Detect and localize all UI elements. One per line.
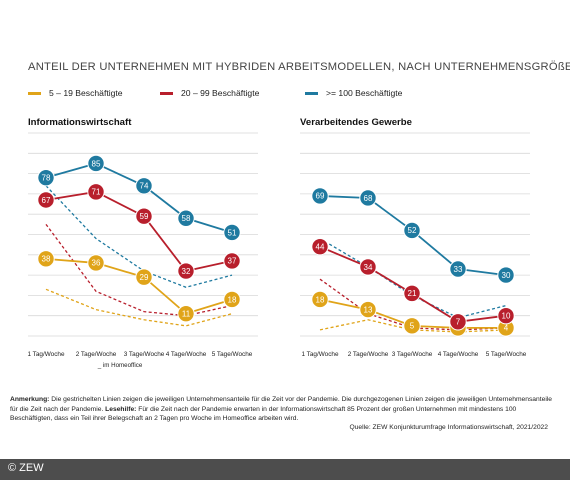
marker-info-100-besch-ftigte-1 [37,168,55,187]
legend-swatch-medium [160,91,173,95]
note-anmerkung-label: Anmerkung: [10,396,50,403]
marker-info-100-besch-ftigte-2 [87,154,105,173]
line-charts: 1 Tag/Woche 2 Tage/Woche 3 Tage/Woche 4 Tag… [27,132,530,369]
marker-verarb-100-besch-ftigte-4 [449,260,467,278]
data-label-info-20-99-besch-ftigte-2: 71 [92,188,101,197]
legend-label-large: >= 100 Beschäftigte [326,88,403,98]
marker-info-100-besch-ftigte-5 [223,223,241,242]
marker-info-5-19-besch-ftigte-4 [177,304,195,323]
marker-info-5-19-besch-ftigte-5 [223,290,241,309]
chart-title: ANTEIL DER UNTERNEHMEN MIT HYBRIDEN ARBE… [28,61,570,73]
legend-item-large: >= 100 Beschäftigte [305,88,402,98]
legend: 5 – 19 Beschäftigte 20 – 99 Beschäftigte… [0,88,570,104]
annotation-note: Anmerkung: Die gestrichelten Linien zeig… [10,395,558,424]
data-label-verarb-100-besch-ftigte-2: 68 [364,194,373,203]
source-note: Quelle: ZEW Konjunkturumfrage Informatio… [349,424,549,431]
data-label-info-5-19-besch-ftigte-1: 38 [42,255,51,264]
marker-info-5-19-besch-ftigte-2 [87,254,105,272]
data-label-info-100-besch-ftigte-3: 74 [140,182,149,191]
x-axis-label-info: _ im Homeoffice [97,362,143,369]
note-anmerkung-text: Die gestrichelten Linien zeigen die jewe… [10,396,553,413]
marker-info-100-besch-ftigte-3 [135,177,153,195]
legend-label-small: 5 – 19 Beschäftigte [49,88,123,98]
data-label-info-20-99-besch-ftigte-4: 32 [182,267,191,276]
data-label-info-5-19-besch-ftigte-3: 29 [140,273,149,282]
marker-info-5-19-besch-ftigte-1 [37,250,55,268]
data-label-verarb-20-99-besch-ftigte-2: 34 [364,263,373,272]
panel-title-verarbeitendes-gewerbe: Verarbeitendes Gewerbe [300,117,412,128]
data-label-verarb-100-besch-ftigte-4: 33 [454,265,463,274]
marker-info-100-besch-ftigte-4 [177,209,195,227]
data-label-verarb-20-99-besch-ftigte-4: 7 [456,318,461,327]
marker-verarb-5-19-besch-ftigte-3 [403,317,421,335]
marker-info-20-99-besch-ftigte-4 [177,262,195,280]
data-label-verarb-5-19-besch-ftigte-1: 18 [316,295,325,304]
data-label-info-100-besch-ftigte-4: 58 [182,214,191,223]
data-label-verarb-5-19-besch-ftigte-5: 4 [504,324,509,333]
x-tick-label-info-5: 5 Tage/Woche [212,351,253,358]
data-label-info-20-99-besch-ftigte-5: 37 [228,257,237,266]
note-lesehilfe-text: Für die Zeit nach der Pandemie erwarten … [10,405,517,423]
dashed-line-info-20-99-besch-ftigte [45,223,233,317]
data-label-info-100-besch-ftigte-2: 85 [92,159,101,168]
x-tick-label-verarb-3: 3 Tage/Woche [392,351,433,358]
copyright-text: © ZEW [8,462,44,474]
x-tick-label-info-3: 3 Tage/Woche [124,351,165,358]
note-lesehilfe-label: Lesehilfe: [105,405,137,413]
legend-item-medium: 20 – 99 Beschäftigte [160,88,259,98]
marker-verarb-20-99-besch-ftigte-5 [497,307,515,325]
panel-title-informationswirtschaft: Informationswirtschaft [28,117,132,128]
x-tick-label-info-4: 4 Tage/Woche [166,351,207,358]
x-tick-label-verarb-5: 5 Tage/Woche [486,351,527,358]
legend-swatch-large [305,91,318,95]
data-label-verarb-100-besch-ftigte-1: 69 [316,192,325,201]
legend-swatch-small [28,91,41,95]
marker-verarb-20-99-besch-ftigte-1 [311,237,329,256]
data-label-verarb-20-99-besch-ftigte-5: 10 [502,312,511,321]
dashed-line-info-5-19-besch-ftigte [45,288,233,327]
data-label-verarb-20-99-besch-ftigte-3: 21 [408,289,417,298]
data-label-info-100-besch-ftigte-5: 51 [228,228,237,237]
legend-label-medium: 20 – 99 Beschäftigte [181,88,260,98]
marker-verarb-5-19-besch-ftigte-2 [359,300,377,319]
data-label-verarb-100-besch-ftigte-3: 52 [408,226,417,235]
x-tick-label-info-1: 1 Tag/Woche [27,351,65,358]
data-label-info-20-99-besch-ftigte-3: 59 [140,212,149,221]
marker-verarb-100-besch-ftigte-5 [497,266,515,284]
data-label-info-5-19-besch-ftigte-5: 18 [228,295,237,304]
data-label-info-5-19-besch-ftigte-4: 11 [182,309,191,318]
marker-verarb-100-besch-ftigte-3 [403,221,421,240]
marker-info-20-99-besch-ftigte-2 [87,183,105,201]
x-tick-label-verarb-4: 4 Tage/Woche [438,351,479,358]
marker-verarb-100-besch-ftigte-2 [359,189,377,207]
marker-verarb-20-99-besch-ftigte-3 [403,284,421,303]
marker-info-5-19-besch-ftigte-3 [135,268,153,286]
solid-line-info-20-99-besch-ftigte [45,190,233,273]
marker-verarb-100-besch-ftigte-1 [311,187,329,205]
x-tick-label-verarb-1: 1 Tag/Woche [301,351,339,358]
marker-info-20-99-besch-ftigte-3 [135,207,153,225]
data-label-info-20-99-besch-ftigte-1: 67 [42,196,51,205]
solid-line-verarb-20-99-besch-ftigte [319,245,507,323]
data-label-verarb-20-99-besch-ftigte-1: 44 [316,242,325,251]
data-label-info-100-besch-ftigte-1: 78 [42,173,51,182]
marker-verarb-20-99-besch-ftigte-4 [449,313,467,331]
data-label-verarb-5-19-besch-ftigte-2: 13 [364,305,373,314]
x-tick-label-verarb-2: 2 Tage/Woche [348,351,389,358]
data-label-verarb-5-19-besch-ftigte-3: 5 [410,322,415,331]
data-label-info-5-19-besch-ftigte-2: 36 [92,259,101,268]
legend-item-small: 5 – 19 Beschäftigte [28,88,123,98]
x-tick-label-info-2: 2 Tage/Woche [76,351,117,358]
marker-verarb-20-99-besch-ftigte-2 [359,258,377,276]
marker-info-20-99-besch-ftigte-5 [223,252,241,270]
data-label-verarb-100-besch-ftigte-5: 30 [502,271,511,280]
marker-verarb-5-19-besch-ftigte-1 [311,290,329,309]
footer-bar: © ZEW [0,459,570,480]
marker-info-20-99-besch-ftigte-1 [37,191,55,209]
